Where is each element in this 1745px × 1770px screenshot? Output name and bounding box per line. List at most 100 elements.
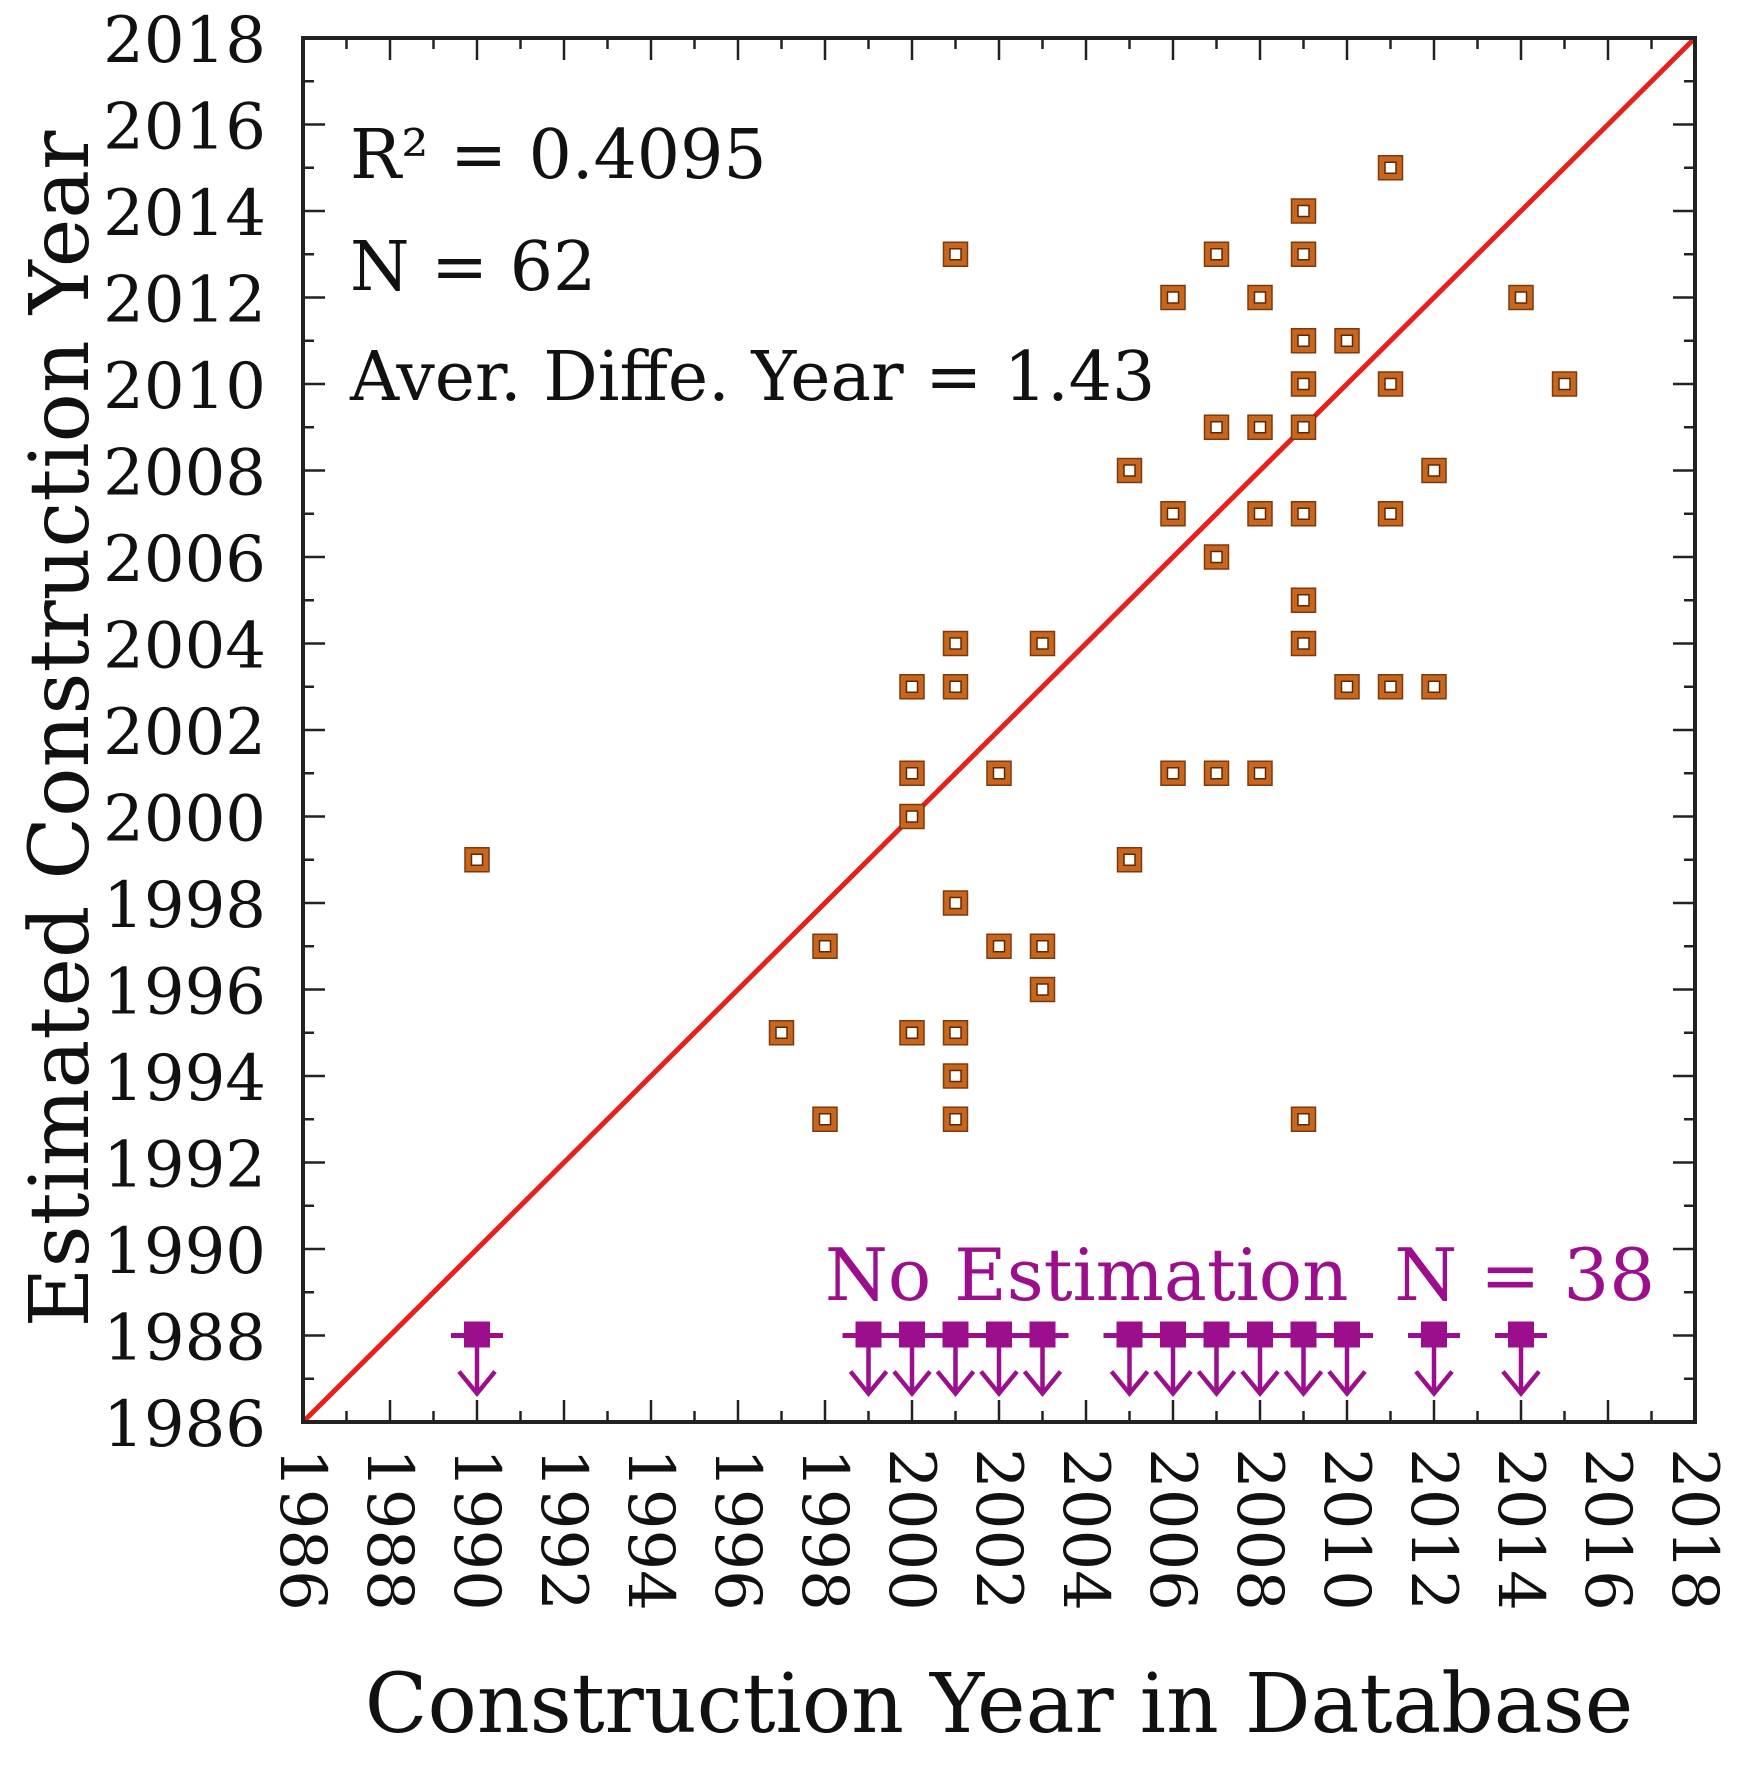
data-point-inner [1253, 421, 1267, 434]
marker-arrow-head [1283, 1370, 1324, 1398]
marker-square [464, 1321, 490, 1348]
marker-arrow-head [935, 1370, 976, 1398]
data-point [1421, 674, 1447, 700]
x-tick-label: 2002 [961, 1448, 1035, 1611]
marker-square [942, 1321, 969, 1348]
data-point-inner [1210, 767, 1223, 780]
axis-ticks [301, 36, 1697, 1424]
data-point [1290, 501, 1317, 527]
data-point [942, 241, 969, 267]
data-point [1290, 198, 1317, 224]
data-point-inner [905, 810, 919, 823]
data-point [942, 1106, 969, 1132]
no-estimation-marker [1321, 1321, 1373, 1398]
data-point [899, 674, 925, 700]
data-point-outer [899, 674, 925, 700]
data-point [1247, 284, 1273, 311]
data-point-inner [949, 1026, 962, 1039]
data-point [1290, 241, 1317, 267]
x-tick-label: 1998 [787, 1448, 861, 1611]
data-point-outer [812, 1106, 838, 1132]
data-point-inner [1166, 507, 1180, 520]
y-tick-label: 1994 [103, 1042, 266, 1116]
data-point [1160, 760, 1186, 786]
data-point-inner [949, 1113, 962, 1126]
data-point-outer [1247, 501, 1273, 527]
data-point-inner [1297, 248, 1310, 261]
data-point-inner [1297, 637, 1310, 650]
y-tick-label: 2004 [103, 610, 266, 684]
marker-arrow-head [1240, 1370, 1280, 1398]
data-point [899, 760, 925, 786]
data-point-inner [818, 1113, 832, 1126]
data-point [1334, 328, 1360, 354]
data-point-inner [1253, 767, 1267, 780]
data-point-inner [1297, 1113, 1310, 1126]
data-point-outer [1029, 933, 1056, 959]
x-tick-label: 1990 [439, 1448, 513, 1611]
data-point-inner [1340, 334, 1354, 347]
data-point [1290, 328, 1317, 354]
data-point [1290, 414, 1317, 440]
data-point [812, 933, 838, 959]
x-tick-label: 1992 [526, 1448, 600, 1611]
data-point-outer [1116, 847, 1143, 873]
data-point [812, 1106, 838, 1132]
data-point [1247, 501, 1273, 527]
marker-arrow-head [1327, 1370, 1367, 1398]
marker-square [1203, 1321, 1230, 1348]
y-tick-label: 2000 [103, 783, 266, 857]
data-point-inner [1297, 377, 1310, 391]
identity-line [301, 36, 1697, 1424]
data-point-inner [992, 940, 1006, 953]
no-estimation-marker [842, 1321, 895, 1398]
marker-square [899, 1321, 925, 1348]
x-tick-label: 1988 [352, 1448, 426, 1611]
marker-square [1334, 1321, 1360, 1348]
data-point-inner [1036, 637, 1049, 650]
data-point [1203, 760, 1230, 786]
y-tick-label: 2008 [103, 437, 266, 511]
no-estimation-marker [1190, 1321, 1243, 1398]
data-point [1203, 544, 1230, 570]
no-estimation-marker [1277, 1321, 1330, 1398]
n-annotation: N = 62 [350, 228, 596, 307]
data-point-inner [905, 680, 919, 693]
data-point-inner [949, 637, 962, 650]
no-estimation-label: No Estimation N = 38 [825, 1233, 1655, 1317]
no-estimation-markers [451, 1321, 1547, 1398]
data-point-inner [905, 767, 919, 780]
marker-square [1247, 1321, 1273, 1348]
data-point [1421, 457, 1447, 484]
x-tick-label: 2016 [1570, 1448, 1644, 1611]
data-point [464, 847, 490, 873]
data-point-inner [1297, 421, 1310, 434]
data-point-inner [1253, 291, 1267, 304]
data-point [1247, 760, 1273, 786]
y-tick-label: 1986 [103, 1388, 266, 1462]
data-point-inner [470, 853, 484, 866]
marker-arrow-head [1109, 1370, 1150, 1398]
data-point-inner [1384, 507, 1397, 520]
plot-frame [301, 36, 1697, 1424]
marker-square [986, 1321, 1012, 1348]
no-estimation-marker [451, 1321, 503, 1398]
x-tick-label: 2018 [1657, 1448, 1731, 1611]
data-point [942, 630, 969, 657]
data-point [1203, 241, 1230, 267]
y-tick-label: 2014 [103, 177, 266, 251]
data-point [1290, 587, 1317, 613]
data-point [1029, 630, 1056, 657]
data-point [1551, 371, 1578, 397]
no-estimation-marker [1234, 1321, 1286, 1398]
data-point-inner [1384, 161, 1397, 174]
marker-arrow-head [848, 1370, 889, 1398]
data-point-outer [1203, 544, 1230, 570]
data-point-inner [1384, 377, 1397, 391]
x-tick-labels: 1986 1988 1990 1992 1994 1996 1998 2000 2002 2004… [265, 1448, 1731, 1611]
data-point-inner [905, 1026, 919, 1039]
x-tick-label: 2014 [1483, 1448, 1557, 1611]
data-point [899, 1020, 925, 1046]
x-tick-label: 2012 [1396, 1448, 1470, 1611]
